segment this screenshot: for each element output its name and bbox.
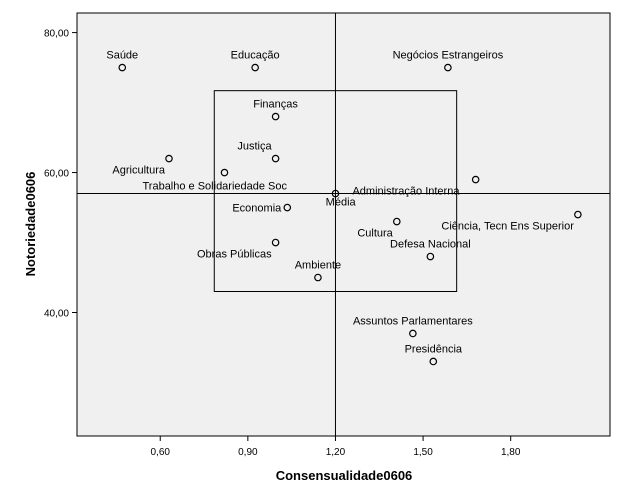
point-label: Média — [326, 197, 357, 209]
data-point — [409, 329, 417, 338]
point-label: Cultura — [357, 228, 393, 240]
point-labels: Saúde Educação Negócios Estrangeiros Finanç… — [106, 50, 574, 356]
point-label: Obras Públicas — [197, 249, 272, 261]
point-label: Assuntos Parlamentares — [353, 315, 473, 327]
point-label: Ciência, Tecn Ens Superior — [441, 221, 574, 233]
data-points — [118, 63, 582, 366]
point-label: Presidência — [405, 343, 463, 355]
data-point — [429, 357, 438, 366]
data-point — [574, 210, 582, 219]
data-point — [251, 63, 259, 72]
x-axis-title: Consensualidade0606 — [276, 468, 413, 483]
data-point — [220, 168, 229, 177]
plot-background — [76, 12, 611, 437]
data-point — [165, 154, 173, 163]
point-label: Trabalho e Solidariedade Soc — [142, 181, 287, 193]
point-label: Defesa Nacional — [390, 239, 471, 251]
point-label: Agricultura — [112, 165, 165, 177]
point-label: Finanças — [253, 99, 298, 111]
y-tick-label: 60,00 — [44, 169, 69, 180]
data-point — [331, 189, 340, 198]
y-tick-label: 80,00 — [44, 29, 69, 40]
point-label: Economia — [232, 203, 282, 215]
data-point — [271, 238, 280, 247]
point-label: Negócios Estrangeiros — [393, 50, 504, 62]
highlight-rectangle — [213, 90, 458, 293]
data-point — [118, 63, 127, 72]
point-label: Educação — [231, 50, 280, 62]
point-label: Justiça — [237, 141, 272, 153]
data-point — [444, 63, 452, 72]
data-point — [426, 252, 435, 261]
point-label: Saúde — [106, 50, 138, 62]
x-tick-label: 1,50 — [413, 447, 433, 458]
data-point — [392, 217, 401, 226]
point-label: Administração Interna — [352, 186, 460, 198]
x-tick-label: 1,20 — [326, 447, 346, 458]
x-tick-label: 1,80 — [501, 447, 521, 458]
highlight-box — [213, 90, 458, 293]
x-tick-label: 0,60 — [151, 447, 171, 458]
data-point — [471, 175, 480, 184]
data-point — [283, 203, 292, 212]
point-label: Ambiente — [295, 260, 341, 272]
data-point — [271, 112, 280, 121]
data-point — [314, 273, 322, 282]
axes: 0,60 0,90 1,20 1,50 1,80 40,00 60,00 80,00 — [44, 29, 521, 458]
data-point — [271, 154, 280, 163]
x-tick-label: 0,90 — [238, 447, 258, 458]
y-axis-title: Notoriedade0606 — [23, 172, 38, 277]
y-tick-label: 40,00 — [44, 308, 69, 319]
reference-lines — [77, 13, 610, 436]
